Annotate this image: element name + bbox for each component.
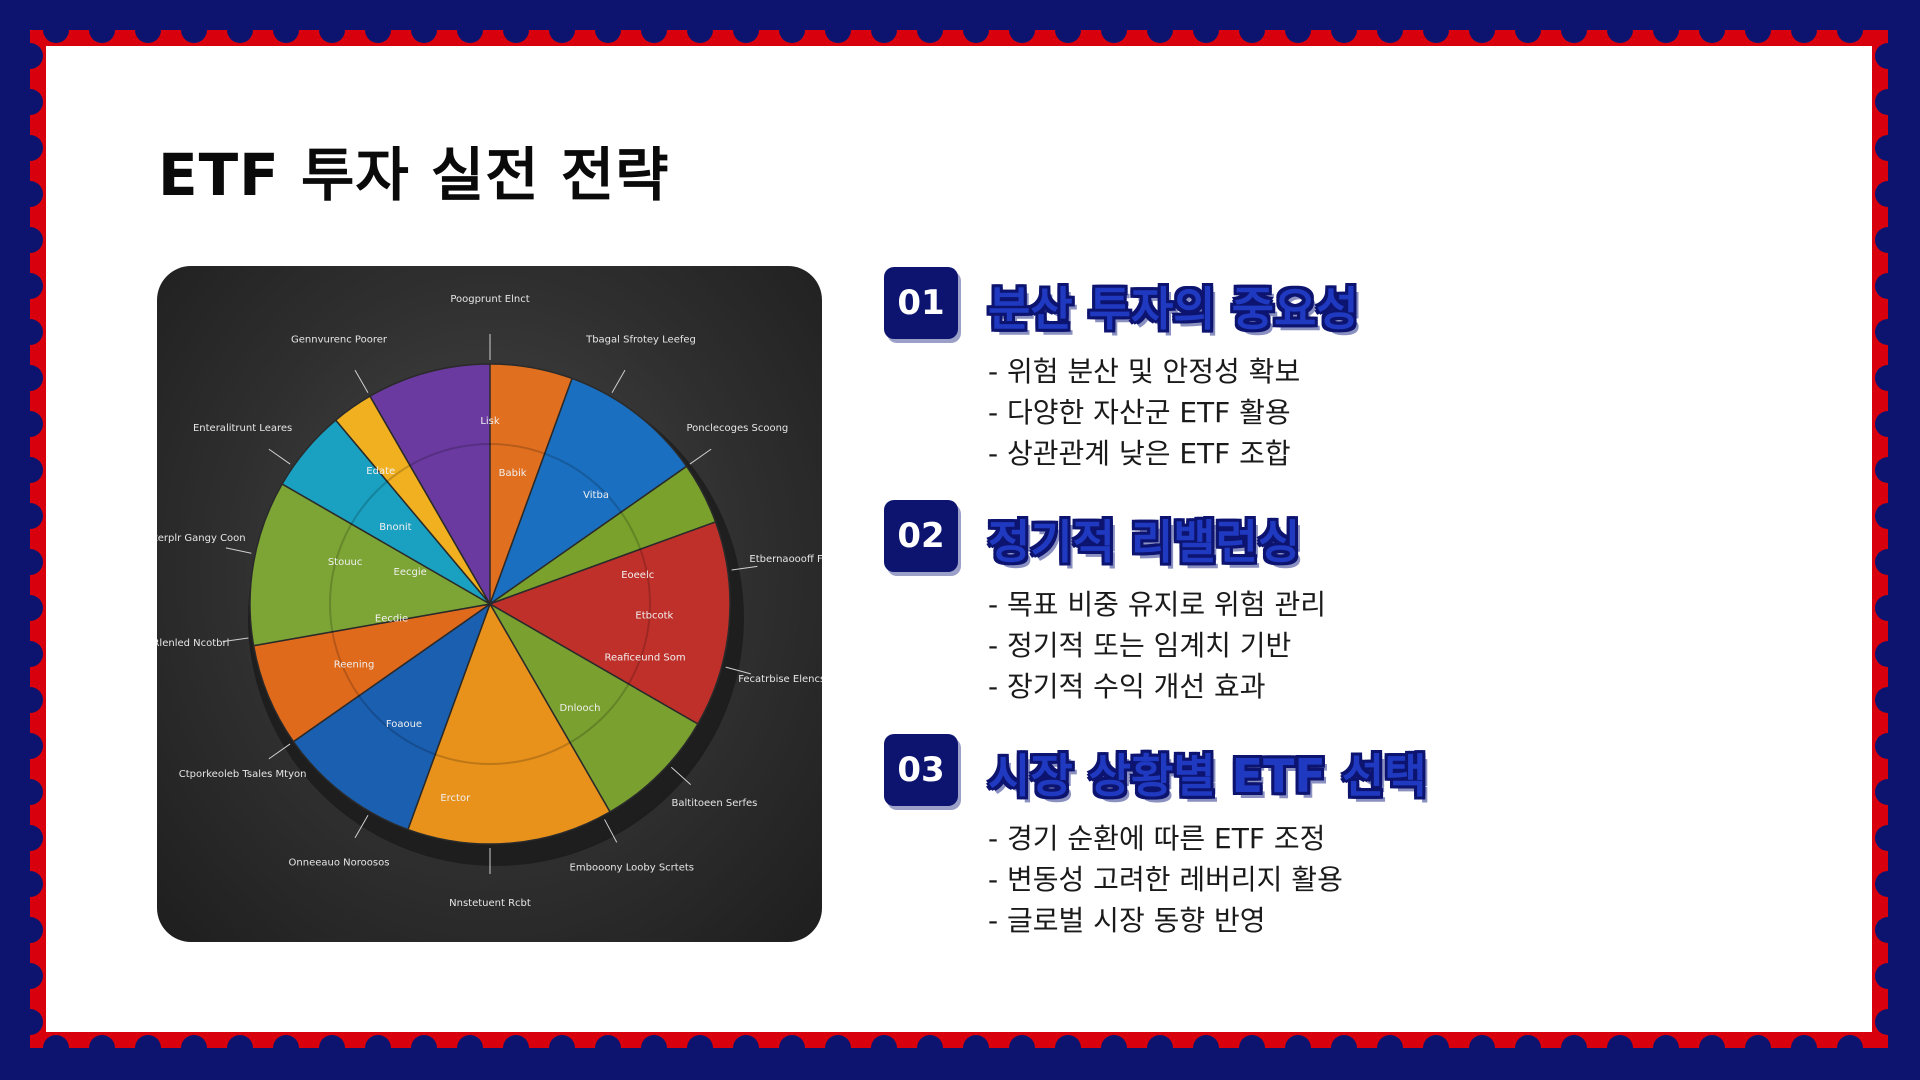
pie-slice-label: Edate [366,466,395,477]
bullet-list: - 경기 순환에 따른 ETF 조정 - 변동성 고려한 레버리지 활용 - 글… [988,818,1343,941]
section-heading: 분산 투자의 중요성 [988,282,1359,336]
bullet-item: - 상관관계 낮은 ETF 조합 [988,437,1291,470]
pie-slice-label: Erctor [440,793,471,804]
pie-outer-label: Tbagal Sfrotey Leefeg [585,334,696,345]
pie-outer-label: Rlenled Ncotbrl [157,638,229,649]
section-number-badge: 03 [884,734,958,806]
pie-slice [406,602,612,845]
pie-slice-label: Stouuc [328,557,363,568]
slide-title: ETF 투자 실전 전략 [158,141,670,209]
pie-slice-label: Dnlooch [560,703,601,714]
pie-leader-line [268,448,291,465]
pie-slice [487,601,699,813]
pie-leader-line [354,815,369,839]
pie-outer-label: Embooony Looby Scrtets [570,863,694,874]
pie-outer-label: Nnstetuent Rcbt [449,898,531,909]
pie-outer-label: Poogprunt Elnct [450,294,529,305]
bullet-item: - 글로벌 시장 동향 반영 [988,904,1266,937]
pie-outer-label: Onneeauo Noroosos [289,858,390,869]
bullet-item: - 다양한 자산군 ETF 활용 [988,396,1291,429]
pie-slice-label: Vitba [583,490,609,501]
pie-slice-label: Babik [499,468,527,479]
pie-leader-line [689,448,712,465]
pie-slice [252,603,491,743]
pie-chart-graphic: Lisk Edate Stouuc Bnonit Babik Vitba Eoeelc Etb… [157,294,822,909]
bullet-item: - 경기 순환에 따른 ETF 조정 [988,822,1326,855]
bullet-item: - 장기적 수익 개선 효과 [988,670,1266,703]
bullet-item: - 목표 비중 유지로 위험 관리 [988,588,1326,621]
pie-chart-illustration: Lisk Edate Stouuc Bnonit Babik Vitba Eoeelc Etb… [157,266,822,942]
pie-slice-label: Lisk [480,416,500,427]
section-heading: 정기적 리밸런싱 [988,515,1301,569]
pie-slice [488,377,688,606]
bullet-list: - 목표 비중 유지로 위험 관리 - 정기적 또는 임계치 기반 - 장기적 … [988,584,1326,707]
bullet-item: - 변동성 고려한 레버리지 활용 [988,863,1343,896]
pie-outer-label: Etbernaoooff FT [749,554,822,565]
section-number-badge: 01 [884,267,958,339]
section-number-badge: 02 [884,500,958,572]
pie-outer-label: Enteralitrunt Leares [193,423,292,434]
pie-slice-label: Eecgie [394,567,427,578]
pie-leader-line [611,369,626,393]
pie-leader-line [604,819,618,843]
pie-leader-line [670,766,691,786]
pie-leader-line [354,369,369,393]
pie-slice-label: Reaficeund Som [604,652,685,663]
section-heading: 시장 상황별 ETF 선택 [988,749,1427,803]
pie-leader-line [225,547,252,554]
pie-inner-ring [329,443,651,765]
pie-outer-label: Baltitoeen Serfes [672,798,758,809]
pie-leader-line [731,565,758,571]
pie-outer-label: Gennvurenc Poorer [291,334,388,345]
pie-slice [368,363,491,607]
pie-slice-label: Etbcotk [635,610,673,621]
pie-outer-label: Ctporkeoleb Tsales Mtyon [179,769,307,780]
pie-leader-line [222,637,249,643]
pie-leader-line [725,666,751,675]
pie-outer-label: Ponclecoges Scoong [686,423,788,434]
pie-slice-label: Bnonit [379,522,411,533]
pie-leader-line [268,743,291,760]
pie-slice [292,602,492,831]
pie-slice-label: Foaoue [386,719,422,730]
pie-outer-label: Etterplr Gangy Coon [157,533,246,544]
pie-slice-label: Eecdie [375,613,408,624]
pie-slice [488,520,731,726]
pie-slice [249,482,493,647]
bullet-item: - 정기적 또는 임계치 기반 [988,629,1292,662]
bullet-item: - 위험 분산 및 안정성 확보 [988,355,1301,388]
bullet-list: - 위험 분산 및 안정성 확보 - 다양한 자산군 ETF 활용 - 상관관계… [988,351,1300,474]
pie-outer-label: Fecatrbise Elencs [738,674,822,685]
pie-slice-label: Eoeelc [621,570,654,581]
pie-slice-label: Reening [334,659,375,670]
